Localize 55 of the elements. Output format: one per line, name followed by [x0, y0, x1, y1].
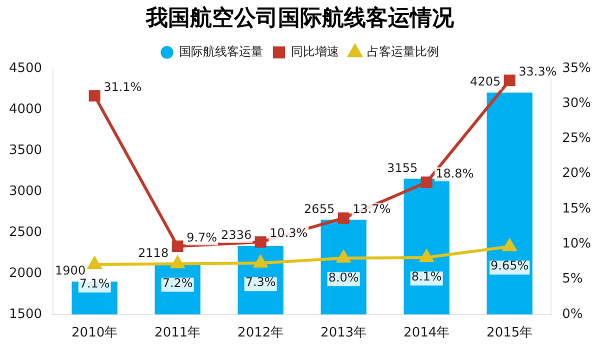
point — [338, 212, 350, 224]
data-label: 2655 — [304, 202, 335, 216]
point — [88, 256, 102, 269]
x-tick-label: 2014年 — [404, 326, 450, 341]
point — [420, 176, 432, 188]
y-tick-label: 4500 — [8, 60, 42, 76]
data-label: 8.0% — [328, 270, 359, 284]
y2-tick-label: 0% — [562, 306, 583, 322]
chart-title: 我国航空公司国际航线客运情况 — [145, 4, 455, 31]
data-label: 13.7% — [352, 202, 391, 216]
y-tick-label: 2500 — [8, 224, 42, 240]
data-label: 7.1% — [79, 276, 110, 291]
y2-tick-label: 20% — [562, 166, 592, 182]
data-label: 3155 — [387, 160, 418, 175]
y2-tick-label: 10% — [562, 236, 592, 252]
x-tick-label: 2015年 — [486, 326, 533, 341]
x-tick-label: 2012年 — [238, 326, 284, 341]
data-label: 2118 — [138, 246, 169, 260]
y2-tick-label: 5% — [562, 272, 583, 287]
y-tick-label: 2000 — [8, 266, 42, 281]
data-label: 7.2% — [162, 276, 193, 290]
point — [336, 250, 350, 263]
data-label: 31.1% — [104, 80, 142, 94]
data-label: 7.3% — [245, 275, 276, 290]
legend-label: 同比增速 — [291, 44, 339, 59]
data-label: 33.3% — [518, 64, 557, 78]
x-tick-label: 2013年 — [320, 326, 367, 341]
data-label: 8.1% — [411, 270, 442, 284]
data-label: 4205 — [470, 74, 501, 89]
legend-label: 占客运量比例 — [367, 44, 439, 59]
point — [254, 256, 268, 268]
point — [170, 256, 184, 268]
point — [88, 90, 100, 102]
data-label: 18.8% — [436, 166, 474, 180]
data-label: 2336 — [221, 228, 252, 242]
data-label: 9.7% — [186, 230, 218, 244]
data-label: 9.65% — [490, 258, 529, 273]
y-tick-label: 1500 — [8, 306, 42, 322]
x-tick-label: 2011年 — [154, 326, 201, 341]
y-tick-label: 4000 — [8, 102, 42, 117]
y2-tick-label: 15% — [562, 201, 592, 216]
legend-label: 国际航线客运量 — [179, 44, 263, 59]
point — [172, 240, 184, 252]
y2-tick-label: 35% — [562, 60, 592, 76]
y2-tick-label: 25% — [562, 131, 592, 146]
y-tick-label: 3000 — [8, 184, 42, 199]
data-label: 10.3% — [270, 226, 308, 240]
y-tick-label: 3500 — [8, 142, 42, 158]
point — [254, 236, 266, 248]
y2-tick-label: 30% — [562, 96, 592, 111]
point — [504, 74, 516, 86]
point — [502, 239, 516, 252]
x-tick-label: 2010年 — [72, 326, 118, 341]
point — [420, 250, 434, 262]
data-label: 1900 — [55, 264, 86, 278]
